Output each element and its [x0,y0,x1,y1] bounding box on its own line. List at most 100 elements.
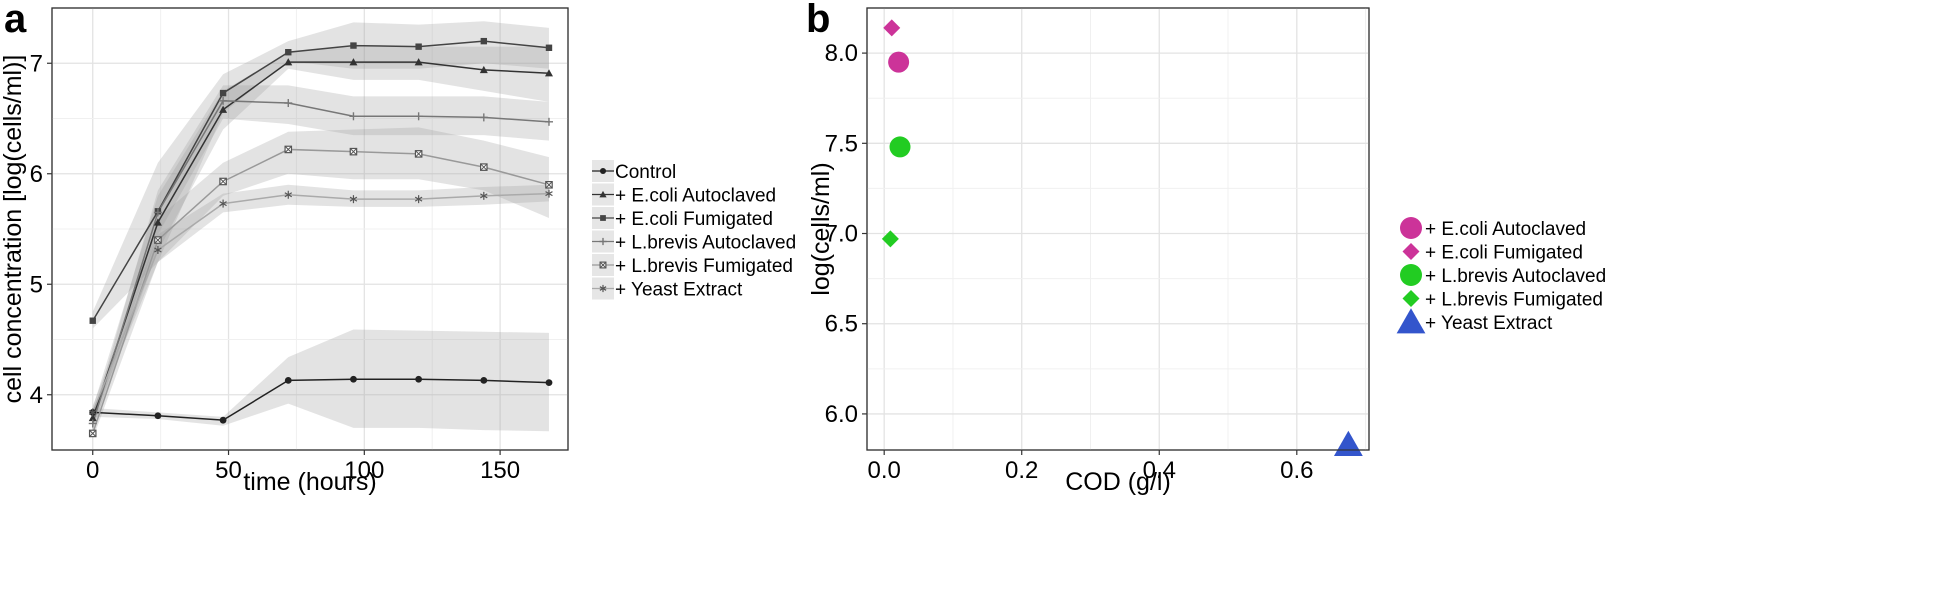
panel-b-y-tick-label: 6.0 [825,401,858,428]
legend-marker-e-coli-fumigated [1402,243,1420,260]
legend-marker-l-brevis-fumigated [1402,290,1420,307]
point-yeast-extract [414,195,423,204]
point-l-brevis-fumigated [154,236,162,244]
panel-b-y-tick-label: 8.0 [825,40,858,67]
legend-label: + E.coli Autoclaved [615,186,776,207]
legend-label: + E.coli Autoclaved [1425,219,1586,240]
panel-a-y-tick-label: 5 [30,271,43,298]
point-l-brevis-fumigated [480,163,488,171]
point-e-coli-autoclaved [153,218,162,226]
point-control [219,416,227,424]
panel-a-x-tick-label: 150 [480,457,520,484]
point-yeast-extract [545,189,553,198]
point-e-coli-autoclaved [349,58,358,66]
legend-item-e-coli-autoclaved: + E.coli Autoclaved [1400,217,1586,240]
point-e-coli-fumigated [480,37,488,45]
legend-marker-l-brevis-autoclaved [1400,264,1422,286]
point-yeast-extract [154,245,162,254]
point-e-coli-autoclaved [284,58,293,66]
point-e-coli-autoclaved [88,413,97,422]
point-e-coli-fumigated [89,317,96,324]
panel-b-x-tick-label: 0.2 [1005,457,1038,484]
panel-b-ticks: 0.0 0.2 0.4 0.6 6.0 6.5 7.0 7.5 8.0 [825,40,1314,484]
point-e-coli-fumigated [219,89,227,97]
legend-item-l-brevis-fumigated: + L.brevis Fumigated [1402,290,1603,311]
point-l-brevis-autoclaved [153,208,162,217]
ribbon-e-coli-autoclaved [92,46,549,428]
point-l-brevis-fumigated [88,429,97,438]
panel-a-letter: a [4,0,27,41]
panel-a-ticks: 0 50 100 150 4 5 6 7 [30,50,520,484]
point-e-coli-fumigated [285,49,292,56]
ribbon-e-coli-fumigated [92,21,549,329]
legend-marker-yeast-extract [1396,308,1426,334]
legend-marker-e-coli-autoclaved [1400,217,1422,239]
line-l-brevis-autoclaved [92,100,550,424]
ribbon-l-brevis-fumigated [92,127,549,439]
point-l-brevis-fumigated [284,145,293,154]
panel-a-frame [51,7,569,451]
point-control [350,375,357,383]
panel-a: a 0 50 100 150 4 5 6 7 time (hours) cell concen… [0,0,796,496]
point-e-coli-fumigated [415,43,422,50]
panel-b-frame [866,7,1370,451]
point-yeast-extract [88,408,97,417]
legend-item-yeast-extract: + Yeast Extract [1396,308,1553,334]
panel-b-legend: + E.coli Autoclaved+ E.coli Fumigated+ L… [1396,217,1606,334]
point-l-brevis-fumigated [881,230,899,248]
panel-a-y-tick-label: 6 [30,161,43,188]
point-l-brevis-autoclaved [349,112,358,121]
panel-b-y-axis-title: log(cells/ml) [807,162,835,295]
panel-b-x-axis-title: COD (g/l) [1065,468,1171,496]
legend-label: + L.brevis Fumigated [615,256,793,277]
point-l-brevis-fumigated [545,181,553,189]
point-control [154,412,162,420]
legend-marker-e-coli-autoclaved [599,190,607,198]
point-control [284,376,292,384]
panel-b-x-tick-label: 0.0 [868,457,901,484]
legend-label: Control [615,162,676,183]
legend-label: + E.coli Fumigated [1425,243,1583,264]
point-l-brevis-autoclaved [88,419,97,428]
point-control [480,376,488,384]
point-l-brevis-autoclaved [544,117,553,126]
panel-a-x-axis-title: time (hours) [243,468,376,496]
point-yeast-extract [349,195,358,204]
point-l-brevis-autoclaved [479,113,488,122]
legend-item-e-coli-fumigated: + E.coli Fumigated [592,207,773,230]
point-l-brevis-autoclaved [414,112,423,121]
panel-b-letter: b [806,0,830,41]
panel-b-x-tick-label: 0.6 [1280,457,1313,484]
panel-b-plot-area [866,7,1370,451]
legend-marker-control [599,167,607,175]
legend-label: + L.brevis Fumigated [1425,290,1603,311]
panel-b-points [881,19,1363,456]
point-l-brevis-fumigated [414,150,423,158]
panel-b-y-tick-label: 7.5 [825,130,858,157]
legend-item-l-brevis-autoclaved: + L.brevis Autoclaved [1400,264,1606,287]
legend-label: + L.brevis Autoclaved [1425,266,1606,287]
panel-b: b 0.0 0.2 0.4 0.66.06.57.07.58.0 COD (g/l) … [806,0,1606,496]
legend-marker-l-brevis-fumigated [599,261,607,269]
line-l-brevis-fumigated [92,148,550,434]
point-e-coli-autoclaved [544,69,553,77]
point-yeast-extract [480,191,488,200]
legend-marker-yeast-extract [599,284,607,293]
panel-a-lines [92,40,550,434]
panel-a-y-axis-title: cell concentration [log(cells/ml)] [0,55,27,404]
line-control [92,378,550,421]
point-yeast-extract [219,199,227,208]
point-control [415,375,423,383]
legend-label: + Yeast Extract [1425,313,1553,334]
point-e-coli-fumigated [883,19,901,37]
point-e-coli-autoclaved [888,51,910,73]
panel-b-x-tick-label: 0.4 [1143,457,1176,484]
ribbon-l-brevis-autoclaved [92,85,549,431]
point-e-coli-fumigated [545,44,553,51]
point-l-brevis-autoclaved [889,136,911,158]
legend-item-e-coli-fumigated: + E.coli Fumigated [1402,243,1583,264]
panel-b-gridlines [867,7,1369,450]
legend-item-e-coli-autoclaved: + E.coli Autoclaved [592,183,776,207]
